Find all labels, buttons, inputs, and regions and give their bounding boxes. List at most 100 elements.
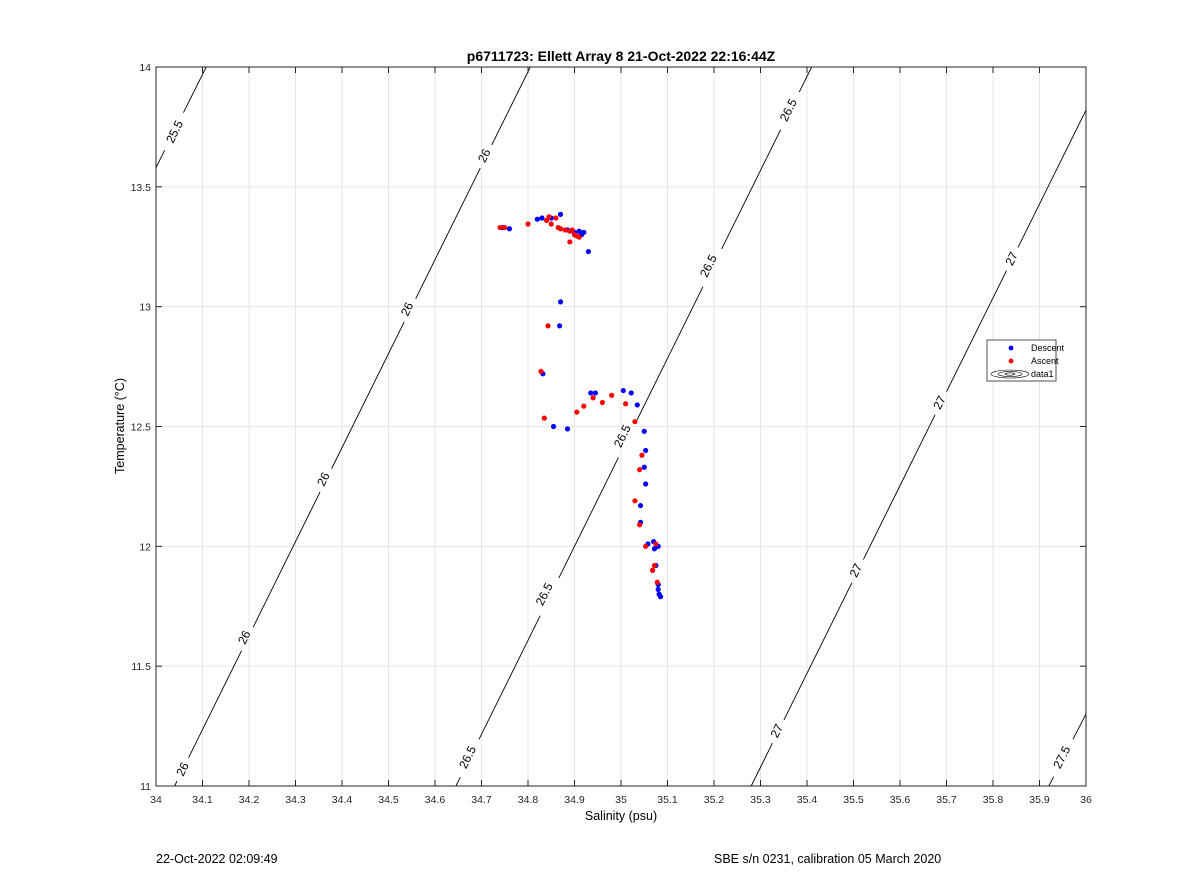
x-tick-label: 34.2 — [239, 794, 260, 806]
contour-label: 26 — [235, 628, 254, 646]
descent-point — [581, 229, 587, 235]
ascent-point — [548, 221, 554, 227]
legend-descent-label: Descent — [1031, 343, 1065, 353]
contour-segment — [331, 321, 405, 469]
ascent-point — [502, 224, 508, 231]
chart-title: p6711723: Ellett Array 8 21-Oct-2022 22:… — [467, 48, 776, 64]
descent-point — [592, 390, 599, 396]
contour-label: 26 — [475, 146, 494, 164]
contour-segment — [252, 491, 321, 628]
contour-segment — [188, 650, 243, 758]
descent-point — [637, 502, 644, 509]
descent-point — [651, 546, 658, 552]
descent-point — [657, 594, 664, 600]
contour-segment — [1048, 776, 1055, 787]
descent-point — [539, 215, 545, 221]
footer-calibration: SBE s/n 0231, calibration 05 March 2020 — [714, 852, 942, 866]
legend-ascent-marker — [1008, 358, 1014, 364]
y-tick-label: 14 — [139, 62, 151, 74]
legend-contour-icon — [990, 369, 1030, 379]
ascent-point — [546, 214, 552, 220]
ascent-point — [574, 409, 580, 415]
x-tick-label: 35.2 — [704, 794, 725, 806]
ascent-point — [643, 543, 649, 549]
descent-point — [655, 586, 661, 593]
x-tick-label: 35.8 — [983, 794, 1004, 806]
y-tick-label: 11.5 — [131, 661, 151, 673]
descent-point — [557, 299, 564, 305]
ascent-point — [632, 419, 638, 425]
ascent-point — [590, 395, 596, 401]
x-axis-label: Salinity (psu) — [585, 809, 657, 823]
contour-segment — [862, 414, 936, 560]
ascent-point — [562, 227, 568, 233]
contour-segment — [636, 286, 704, 421]
ascent-point — [545, 323, 551, 329]
contour-27: 27 27 27 27 — [750, 109, 1087, 787]
contour-segment — [1017, 109, 1087, 248]
x-tick-label: 35.7 — [936, 794, 957, 806]
ascent-point — [609, 392, 615, 398]
x-tick-label: 35.9 — [1029, 794, 1050, 806]
y-tick-label: 13 — [139, 302, 151, 314]
ascent-point — [576, 234, 582, 240]
legend: Descent Ascent data1 — [986, 339, 1065, 382]
x-tick-label: 35.4 — [797, 794, 818, 806]
descent-point — [628, 390, 634, 396]
descent-point — [588, 390, 594, 396]
descent-point — [557, 211, 564, 217]
contour-segment — [174, 780, 178, 787]
x-tick-label: 35.3 — [750, 794, 771, 806]
data-points — [497, 211, 664, 600]
x-tick-label: 34.6 — [425, 794, 446, 806]
x-tick-label: 34 — [150, 794, 162, 806]
descent-point — [585, 248, 592, 255]
contour-segment — [1072, 713, 1087, 740]
x-tick-label: 34.3 — [285, 794, 306, 806]
axis-ticks: 34 34.1 34.2 34.3 34.4 34.5 34.6 34.7 34.8 34.9 35… — [131, 62, 1092, 806]
x-tick-label: 35 — [615, 794, 627, 806]
legend-box — [986, 339, 1057, 382]
ascent-series — [497, 214, 660, 585]
legend-ascent-label: Ascent — [1031, 356, 1059, 366]
descent-point — [534, 216, 540, 222]
contour-label: 27 — [930, 393, 949, 411]
x-tick-label: 34.1 — [192, 794, 213, 806]
contour-label: 27 — [1002, 249, 1021, 267]
density-contours: 25.5262626262626.526.526.526.526.5272727… — [155, 66, 1087, 787]
contour-segment — [155, 150, 166, 168]
descent-point — [564, 426, 571, 432]
y-axis-label: Temperature (°C) — [113, 378, 127, 474]
ascent-point — [650, 567, 656, 573]
descent-point — [550, 423, 557, 430]
contour-segment — [946, 270, 1007, 392]
contour-segment — [721, 129, 782, 250]
contour-segment — [783, 582, 853, 721]
ascent-point — [567, 239, 573, 245]
ascent-point — [557, 226, 564, 232]
contour-segment — [415, 167, 481, 299]
y-tick-label: 12.5 — [131, 422, 152, 434]
x-tick-label: 35.5 — [843, 794, 864, 806]
x-tick-label: 34.8 — [518, 794, 539, 806]
contour-label: 27 — [847, 561, 866, 579]
descent-point — [506, 226, 512, 232]
descent-point — [643, 481, 649, 487]
contour-segment — [491, 66, 531, 146]
legend-data1-label: data1 — [1031, 369, 1054, 379]
contour-26: 26 26 26 26 26 — [173, 66, 531, 787]
y-tick-label: 11 — [140, 781, 151, 793]
x-tick-label: 36 — [1080, 794, 1092, 806]
ascent-point — [654, 579, 660, 585]
x-tick-label: 35.1 — [657, 794, 678, 806]
contour-segment — [455, 776, 461, 787]
contour-label: 27 — [768, 722, 787, 740]
contour-segment — [478, 615, 541, 740]
contour-segment — [798, 66, 813, 93]
ascent-point — [637, 522, 643, 528]
x-tick-label: 34.9 — [564, 794, 585, 806]
x-tick-label: 35.6 — [890, 794, 911, 806]
ascent-point — [639, 452, 645, 458]
